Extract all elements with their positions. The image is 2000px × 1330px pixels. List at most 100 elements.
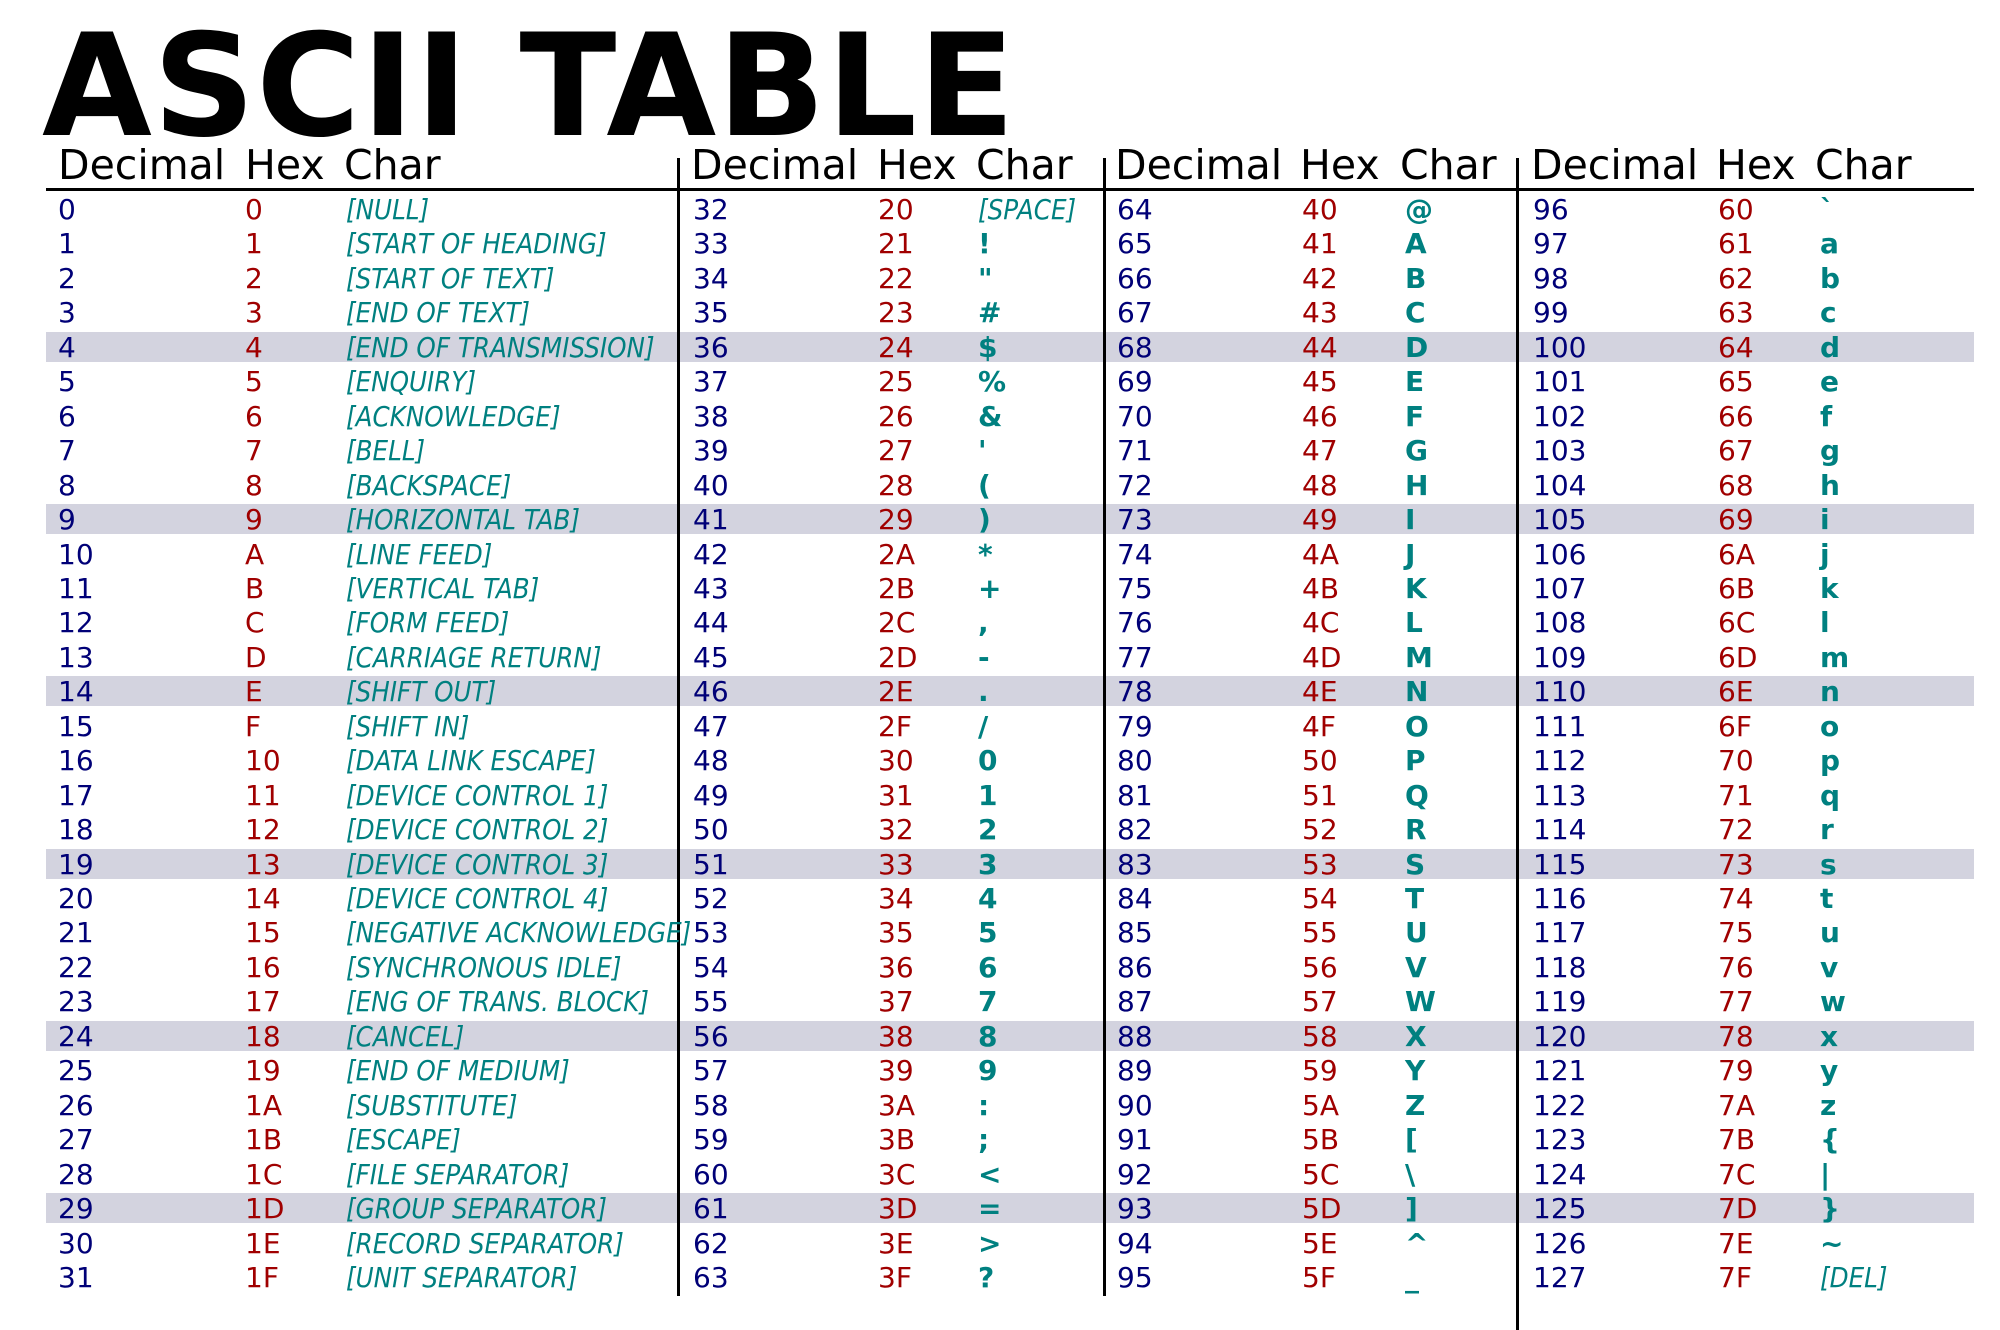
decimal-value: 122 [1533,1089,1587,1122]
hex-value: 1C [245,1158,283,1191]
hex-value: 1A [245,1089,282,1122]
char-value: [FORM FEED] [346,606,510,639]
hex-value: 4B [1302,572,1340,605]
header-hex-4: Hex [1716,141,1796,189]
char-value: [DATA LINK ESCAPE] [346,744,596,777]
decimal-value: 81 [1117,779,1153,812]
char-value: 7 [978,985,998,1018]
char-value: 1 [978,779,998,812]
char-value: [NULL] [346,193,430,226]
decimal-value: 118 [1533,951,1587,984]
decimal-value: 36 [693,331,729,364]
char-value: ^ [1405,1227,1429,1260]
column-divider-2 [1103,158,1106,1296]
decimal-value: 95 [1117,1261,1153,1294]
decimal-value: 39 [693,434,729,467]
char-value: y [1820,1054,1839,1087]
hex-value: 33 [878,848,914,881]
hex-value: 77 [1718,985,1754,1018]
hex-value: 7 [245,434,263,467]
hex-value: 69 [1718,503,1754,536]
decimal-value: 15 [58,710,94,743]
hex-value: 7C [1718,1158,1756,1191]
char-value: i [1820,503,1830,536]
char-value: G [1405,434,1428,467]
hex-value: 5F [1302,1261,1336,1294]
decimal-value: 74 [1117,538,1153,571]
decimal-value: 67 [1117,296,1153,329]
char-value: S [1405,848,1426,881]
decimal-value: 65 [1117,227,1153,260]
header-decimal-1: Decimal [58,141,226,189]
char-value: [DEL] [1820,1261,1888,1294]
hex-value: 4D [1302,641,1342,674]
char-value: ! [978,227,991,260]
decimal-value: 47 [693,710,729,743]
char-value: [BACKSPACE] [346,469,512,502]
hex-value: 0 [245,193,263,226]
decimal-value: 115 [1533,848,1587,881]
hex-value: 49 [1302,503,1338,536]
char-value: s [1820,848,1837,881]
char-value: h [1820,469,1840,502]
char-value: T [1405,882,1425,915]
decimal-value: 80 [1117,744,1153,777]
char-value: } [1820,1192,1840,1225]
hex-value: 5A [1302,1089,1339,1122]
hex-value: 65 [1718,365,1754,398]
decimal-value: 2 [58,262,76,295]
char-value: \ [1405,1158,1416,1191]
char-value: 2 [978,813,998,846]
hex-value: 1F [245,1261,279,1294]
hex-value: 10 [245,744,281,777]
hex-value: 4A [1302,538,1339,571]
decimal-value: 23 [58,985,94,1018]
char-value: 3 [978,848,998,881]
row-stripe [46,504,1974,534]
decimal-value: 98 [1533,262,1569,295]
hex-value: 55 [1302,916,1338,949]
char-value: 5 [978,916,998,949]
char-value: v [1820,951,1839,984]
char-value: [END OF MEDIUM] [346,1054,570,1087]
decimal-value: 56 [693,1020,729,1053]
decimal-value: 117 [1533,916,1587,949]
decimal-value: 112 [1533,744,1587,777]
decimal-value: 116 [1533,882,1587,915]
decimal-value: 79 [1117,710,1153,743]
hex-value: 79 [1718,1054,1754,1087]
decimal-value: 76 [1117,606,1153,639]
header-decimal-4: Decimal [1531,141,1699,189]
char-value: F [1405,400,1425,433]
hex-value: 38 [878,1020,914,1053]
decimal-value: 101 [1533,365,1587,398]
char-value: < [978,1158,1002,1191]
decimal-value: 72 [1117,469,1153,502]
hex-value: 47 [1302,434,1338,467]
row-stripe [46,676,1974,706]
char-value: [ENQUIRY] [346,365,477,398]
char-value: [CANCEL] [346,1020,465,1053]
hex-value: 73 [1718,848,1754,881]
hex-value: C [245,606,265,639]
decimal-value: 0 [58,193,76,226]
char-value: [SPACE] [978,193,1077,226]
char-value: L [1405,606,1423,639]
hex-value: 39 [878,1054,914,1087]
decimal-value: 41 [693,503,729,536]
decimal-value: 22 [58,951,94,984]
decimal-value: 92 [1117,1158,1153,1191]
char-value: ? [978,1261,995,1294]
hex-value: 6A [1718,538,1755,571]
decimal-value: 60 [693,1158,729,1191]
decimal-value: 1 [58,227,76,260]
char-value: x [1820,1020,1839,1053]
hex-value: D [245,641,267,674]
char-value: W [1405,985,1436,1018]
char-value: [SHIFT OUT] [346,675,497,708]
decimal-value: 127 [1533,1261,1587,1294]
decimal-value: 35 [693,296,729,329]
char-value: 6 [978,951,998,984]
decimal-value: 84 [1117,882,1153,915]
char-value: u [1820,916,1840,949]
